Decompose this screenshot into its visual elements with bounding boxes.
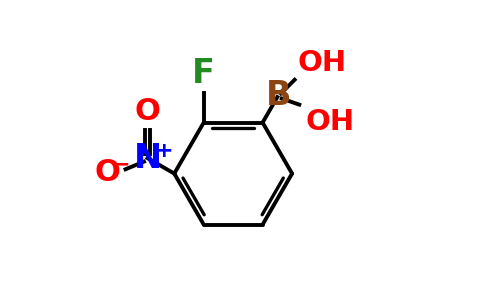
Text: O: O xyxy=(95,158,121,187)
Text: OH: OH xyxy=(305,108,354,136)
Text: F: F xyxy=(192,57,215,90)
Text: B: B xyxy=(266,79,291,112)
Text: +: + xyxy=(155,141,173,161)
Text: O: O xyxy=(135,97,160,126)
Text: −: − xyxy=(111,154,130,175)
Text: N: N xyxy=(134,142,162,175)
Text: OH: OH xyxy=(298,49,347,77)
